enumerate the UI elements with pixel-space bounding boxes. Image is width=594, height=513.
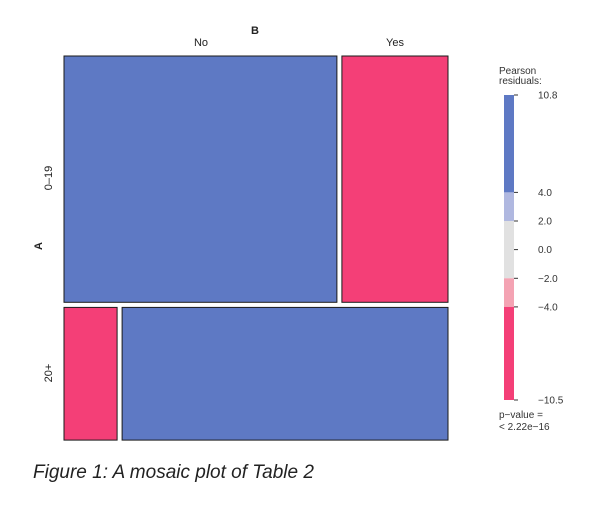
figure-caption: Figure 1: A mosaic plot of Table 2 xyxy=(33,462,314,483)
legend-tick-label: −2.0 xyxy=(538,274,558,285)
legend-band-strong-negative xyxy=(504,306,514,400)
legend-tick-label: −4.0 xyxy=(538,302,558,313)
legend-title-line1: Pearson xyxy=(499,66,536,77)
p-value-line2: < 2.22e−16 xyxy=(499,422,550,433)
legend-title-line2: residuals: xyxy=(499,76,542,87)
mosaic-cell-1-2 xyxy=(341,55,449,303)
legend-tick-label: 10.8 xyxy=(538,91,558,102)
mosaic-cell-1-1 xyxy=(63,55,338,303)
row-label-0-19: 0–19 xyxy=(43,166,55,190)
legend: Pearson residuals: 10.8 4.0 2.0 0.0 −2.0 −4.0… xyxy=(499,66,564,433)
legend-band-neutral xyxy=(504,221,514,279)
legend-band-weak-negative xyxy=(504,278,514,307)
legend-band-strong-positive xyxy=(504,95,514,193)
legend-tick-label: 2.0 xyxy=(538,217,552,228)
legend-tick-label: 4.0 xyxy=(538,188,552,199)
mosaic-cell-2-2 xyxy=(121,306,449,441)
row-label-20plus: 20+ xyxy=(43,364,55,383)
column-label-no: No xyxy=(194,37,208,49)
legend-tick-label: 0.0 xyxy=(538,245,552,256)
column-label-yes: Yes xyxy=(386,37,404,49)
p-value-line1: p−value = xyxy=(499,410,543,421)
mosaic-cell-2-1 xyxy=(63,306,118,441)
legend-tick-label: −10.5 xyxy=(538,396,564,407)
column-variable-label: B xyxy=(251,25,259,37)
row-variable-label: A xyxy=(33,242,45,250)
legend-band-weak-positive xyxy=(504,192,514,221)
